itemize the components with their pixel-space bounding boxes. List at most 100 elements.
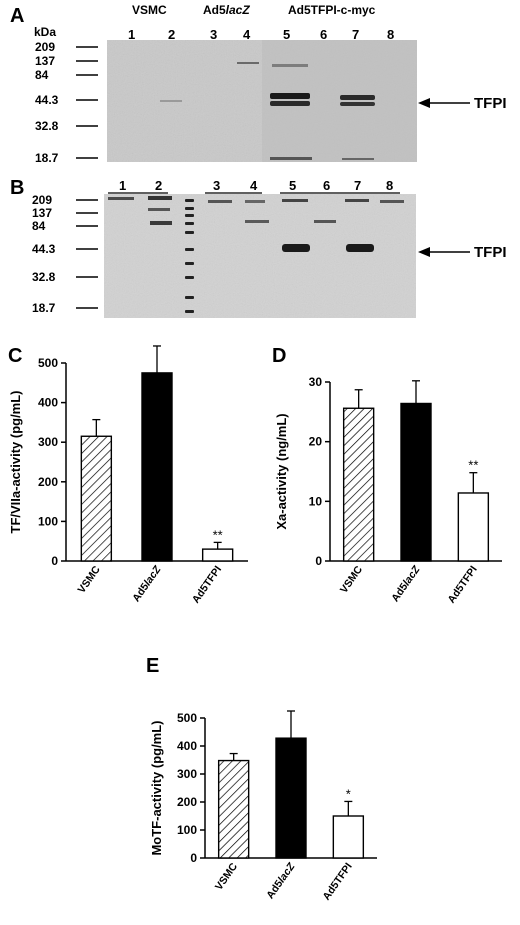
y-tick-label: 10 [309, 494, 323, 508]
group-label-vsmc: VSMC [132, 3, 167, 17]
band [108, 197, 134, 200]
lane-number: 8 [386, 178, 393, 193]
band [340, 102, 375, 106]
y-tick-label: 0 [315, 554, 322, 568]
band [380, 200, 404, 203]
band [282, 199, 308, 202]
lane-number: 3 [210, 27, 217, 42]
y-tick-label: 20 [309, 435, 323, 449]
ladder-mark [185, 199, 194, 202]
category-label: Ad5TFPI [321, 861, 355, 903]
bar [141, 372, 173, 562]
band [160, 100, 182, 102]
lane-numbers-a: 1 2 3 4 5 6 7 8 [128, 27, 394, 42]
category-label: VSMC [213, 861, 240, 893]
y-tick-label: 400 [38, 396, 58, 410]
lane-number: 5 [289, 178, 296, 193]
mw-label: 137 [32, 206, 52, 220]
band [270, 101, 310, 106]
ladder-mark [185, 207, 194, 210]
band [314, 220, 336, 223]
panel-letter-b: B [10, 177, 24, 199]
category-label: Ad5TFPI [446, 564, 480, 606]
lane-number: 7 [352, 27, 359, 42]
bar [275, 737, 307, 859]
band [148, 196, 172, 200]
lane-number: 5 [283, 27, 290, 42]
ladder-mark [185, 276, 194, 279]
mw-label: 44.3 [32, 242, 56, 256]
bar [217, 759, 250, 859]
lane-number: 2 [155, 178, 162, 193]
chart-xa-activity: 0 10 20 30 Xa-activity (ng/mL) VSMC Ad5lacZ ** A… [274, 375, 502, 606]
tfpi-label-b: TFPI [474, 244, 507, 261]
band [270, 157, 312, 160]
y-axis-label: Xa-activity (ng/mL) [274, 413, 289, 529]
blot-bands-b [108, 196, 404, 252]
ladder-mark [185, 214, 194, 217]
significance-marker: ** [468, 458, 478, 473]
band [345, 199, 369, 202]
bar [201, 548, 234, 562]
blot-bands-a [160, 62, 375, 160]
mw-label: 209 [35, 40, 55, 54]
band [340, 95, 375, 100]
y-tick-label: 100 [177, 823, 197, 837]
mw-markers-a: 209 137 84 44.3 32.8 18.7 [35, 40, 98, 165]
band [270, 93, 310, 99]
ladder-mark [185, 262, 194, 265]
significance-marker: ** [213, 527, 223, 542]
category-label: VSMC [76, 564, 103, 596]
panel-letter-a: A [10, 5, 24, 27]
band [245, 200, 265, 203]
panel-letter-c: C [8, 345, 22, 367]
western-blot-b [104, 194, 416, 318]
lane-number: 4 [243, 27, 251, 42]
category-label: VSMC [338, 564, 365, 596]
band [245, 220, 269, 223]
mw-label: 84 [35, 68, 49, 82]
ladder-mark [185, 310, 194, 313]
mw-label: 18.7 [32, 301, 56, 315]
ladder-mark [185, 222, 194, 225]
y-tick-label: 400 [177, 739, 197, 753]
y-tick-label: 0 [190, 851, 197, 865]
lane-number: 4 [250, 178, 258, 193]
mw-markers-b: 209 137 84 44.3 32.8 18.7 [32, 193, 98, 315]
bar [80, 435, 113, 562]
y-axis-label: TF/VIIa-activity (pg/mL) [8, 390, 23, 533]
ladder-mark [185, 231, 194, 234]
y-tick-label: 30 [309, 375, 323, 389]
band [342, 158, 374, 160]
mw-label: 32.8 [32, 270, 56, 284]
bar [457, 492, 490, 562]
ladder-marks-b [185, 199, 194, 313]
y-tick-label: 500 [38, 356, 58, 370]
lane-number: 1 [128, 27, 135, 42]
group-label-ad5lacz-gene: lacZ [226, 3, 251, 17]
chart-tf-viia-activity: 0 100 200 300 400 500 TF/VIIa-activity (pg/mL)… [8, 345, 248, 606]
panel-letter-d: D [272, 345, 286, 367]
y-tick-label: 200 [177, 795, 197, 809]
kda-label: kDa [34, 25, 56, 39]
lane-number: 7 [354, 178, 361, 193]
group-label-ad5tfpi: Ad5TFPI-c-myc [288, 3, 376, 17]
lane-number: 1 [119, 178, 126, 193]
mw-label: 44.3 [35, 93, 59, 107]
y-tick-label: 500 [177, 711, 197, 725]
band [208, 200, 232, 203]
mw-label: 137 [35, 54, 55, 68]
group-label-ad5lacz-prefix: Ad5 [203, 3, 226, 17]
mw-label: 209 [32, 193, 52, 207]
band [237, 62, 259, 64]
band [282, 244, 310, 252]
category-label: Ad5lacZ [389, 563, 423, 604]
category-label: Ad5lacZ [264, 860, 298, 901]
band [272, 64, 308, 67]
band [150, 221, 172, 225]
ladder-mark [185, 296, 194, 299]
band [346, 244, 374, 252]
bar [400, 402, 432, 562]
mw-label: 32.8 [35, 119, 59, 133]
